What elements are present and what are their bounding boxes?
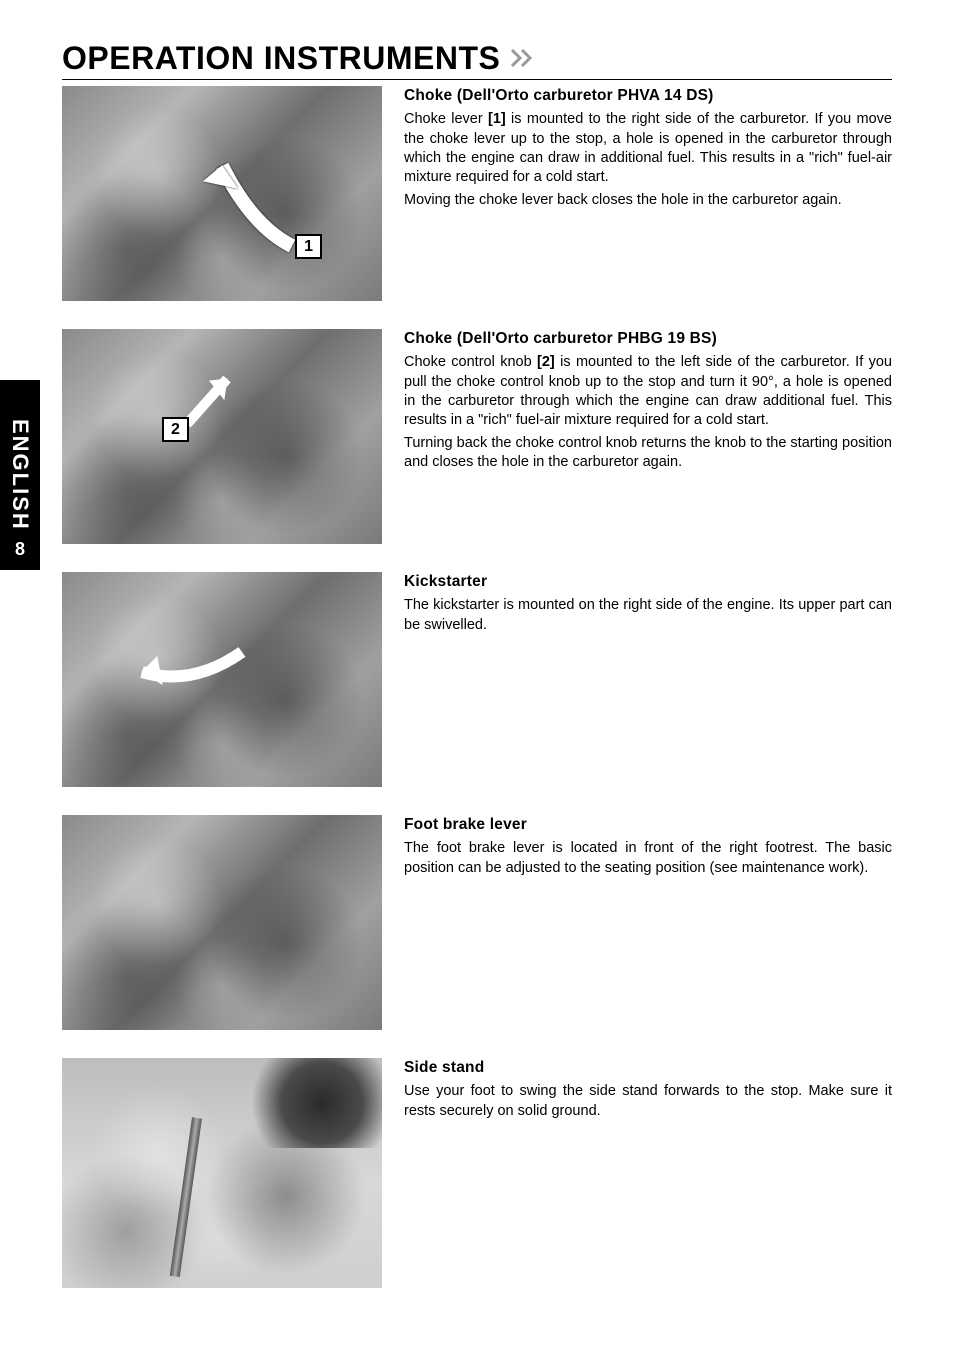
text-kickstarter: Kickstarter The kickstarter is mounted o… <box>404 572 892 639</box>
side-stand-shape <box>170 1117 202 1277</box>
section-side-stand: Side stand Use your foot to swing the si… <box>62 1058 892 1288</box>
paragraph: Use your foot to swing the side stand fo… <box>404 1082 892 1120</box>
language-label: ENGLISH <box>7 419 33 531</box>
text-choke-phbg: Choke (Dell'Orto carburetor PHBG 19 BS) … <box>404 329 892 476</box>
text-foot-brake: Foot brake lever The foot brake lever is… <box>404 815 892 882</box>
heading: Foot brake lever <box>404 815 892 835</box>
text-choke-phva: Choke (Dell'Orto carburetor PHVA 14 DS) … <box>404 86 892 214</box>
wheel-shape <box>232 1058 382 1148</box>
chevron-right-icon <box>511 49 537 72</box>
paragraph: The foot brake lever is located in front… <box>404 839 892 877</box>
heading: Choke (Dell'Orto carburetor PHVA 14 DS) <box>404 86 892 106</box>
heading: Kickstarter <box>404 572 892 592</box>
paragraph: The kickstarter is mounted on the right … <box>404 596 892 634</box>
heading: Choke (Dell'Orto carburetor PHBG 19 BS) <box>404 329 892 349</box>
figure-side-stand <box>62 1058 382 1288</box>
figure-choke-phbg: 2 <box>62 329 382 544</box>
callout-1: 1 <box>295 234 322 259</box>
section-kickstarter: Kickstarter The kickstarter is mounted o… <box>62 572 892 787</box>
text-side-stand: Side stand Use your foot to swing the si… <box>404 1058 892 1125</box>
page-header: OPERATION INSTRUMENTS <box>62 40 892 80</box>
page-number: 8 <box>15 539 25 560</box>
paragraph: Turning back the choke control knob retu… <box>404 434 892 472</box>
heading: Side stand <box>404 1058 892 1078</box>
figure-foot-brake <box>62 815 382 1030</box>
paragraph: Choke lever [1] is mounted to the right … <box>404 110 892 187</box>
section-choke-phva: 1 Choke (Dell'Orto carburetor PHVA 14 DS… <box>62 86 892 301</box>
callout-2: 2 <box>162 417 189 442</box>
paragraph: Moving the choke lever back closes the h… <box>404 191 892 210</box>
language-tab: ENGLISH 8 <box>0 380 40 570</box>
section-choke-phbg: 2 Choke (Dell'Orto carburetor PHBG 19 BS… <box>62 329 892 544</box>
page-title: OPERATION INSTRUMENTS <box>62 40 500 77</box>
section-foot-brake: Foot brake lever The foot brake lever is… <box>62 815 892 1030</box>
header-rule <box>62 79 892 80</box>
paragraph: Choke control knob [2] is mounted to the… <box>404 353 892 430</box>
content-area: 1 Choke (Dell'Orto carburetor PHVA 14 DS… <box>62 86 892 1316</box>
figure-kickstarter <box>62 572 382 787</box>
figure-choke-phva: 1 <box>62 86 382 301</box>
